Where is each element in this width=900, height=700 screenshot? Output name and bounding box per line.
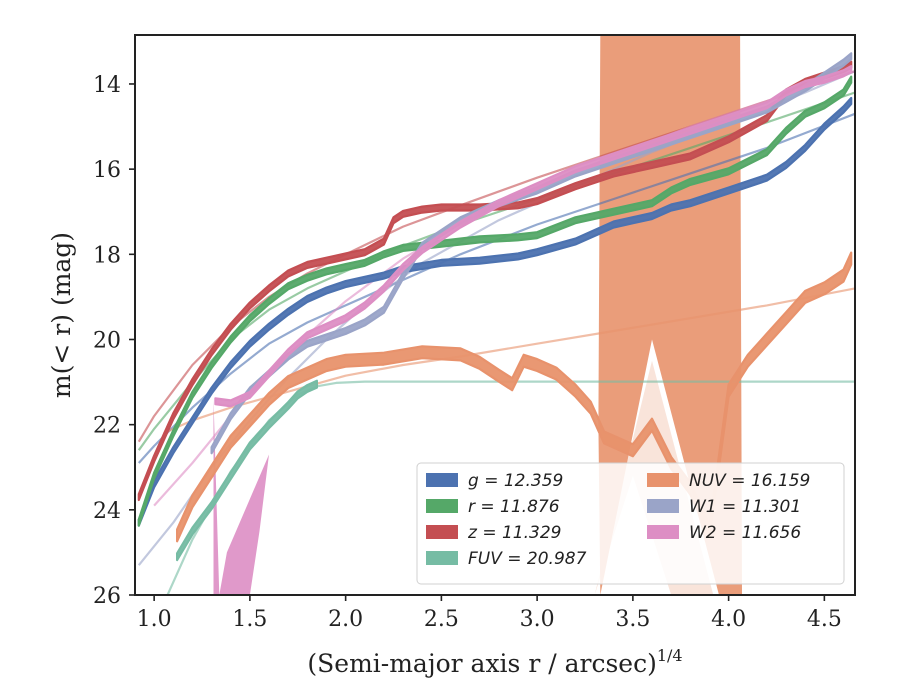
series-NUV-band	[176, 251, 853, 543]
y-tick-label: 16	[93, 158, 121, 183]
y-tick-label: 18	[93, 243, 121, 268]
y-tick-label: 14	[93, 73, 121, 98]
series-W1-band	[210, 52, 853, 455]
x-tick-label: 2.0	[328, 607, 363, 632]
legend-swatch-W1	[647, 499, 679, 513]
legend-swatch-z	[426, 525, 458, 539]
series-W2-band	[214, 64, 853, 408]
x-axis-label: (Semi-major axis r / arcsec)1/4	[307, 646, 682, 678]
axes-frame	[134, 34, 856, 596]
y-tick-label: 20	[93, 328, 121, 353]
y-tick-label: 22	[93, 414, 121, 439]
legend-label-z: z = 11.329	[467, 523, 561, 543]
x-tick-label: 3.5	[615, 607, 650, 632]
y-tick-label: 24	[93, 499, 121, 524]
axis-ticks: 1.0 1.5 2.0 2.5 3.0 3.5 4.0 4.5 14 16 18 20 22 24 26	[93, 73, 842, 632]
legend-label-W1: W1 = 11.301	[689, 497, 801, 517]
legend-swatch-NUV	[647, 473, 679, 487]
legend-swatch-r	[426, 499, 458, 513]
series-r-band	[137, 75, 853, 527]
x-tick-label: 1.0	[137, 607, 172, 632]
x-tick-label: 2.5	[424, 607, 459, 632]
series-FUV-band	[176, 379, 318, 562]
x-tick-label: 1.5	[232, 607, 267, 632]
NUV-model-line	[163, 287, 855, 435]
w2-wedge-fill	[213, 399, 269, 595]
series-z-band	[137, 60, 853, 502]
legend-label-g: g = 12.359	[468, 471, 563, 491]
legend-label-r: r = 11.876	[468, 497, 560, 517]
x-tick-label: 4.5	[807, 607, 842, 632]
y-axis-label: m(< r) (mag)	[47, 232, 76, 398]
legend-label-FUV: FUV = 20.987	[468, 549, 587, 569]
legend-swatch-W2	[647, 525, 679, 539]
x-tick-label: 3.0	[520, 607, 555, 632]
series-g-band	[137, 96, 853, 527]
x-axis-label-superscript: 1/4	[657, 646, 683, 665]
legend-swatch-g	[426, 473, 458, 487]
g-model-line	[137, 112, 855, 464]
legend: g = 12.359 r = 11.876 z = 11.329 FUV = 20.9…	[416, 462, 845, 585]
legend-swatch-FUV	[426, 551, 458, 565]
plot-area	[137, 35, 855, 595]
y-tick-label: 26	[93, 584, 121, 609]
x-tick-label: 4.0	[711, 607, 746, 632]
legend-box	[416, 462, 845, 585]
legend-label-W2: W2 = 11.656	[689, 523, 801, 543]
legend-label-NUV: NUV = 16.159	[689, 471, 810, 491]
x-axis-label-text: (Semi-major axis r / arcsec)	[307, 649, 656, 678]
